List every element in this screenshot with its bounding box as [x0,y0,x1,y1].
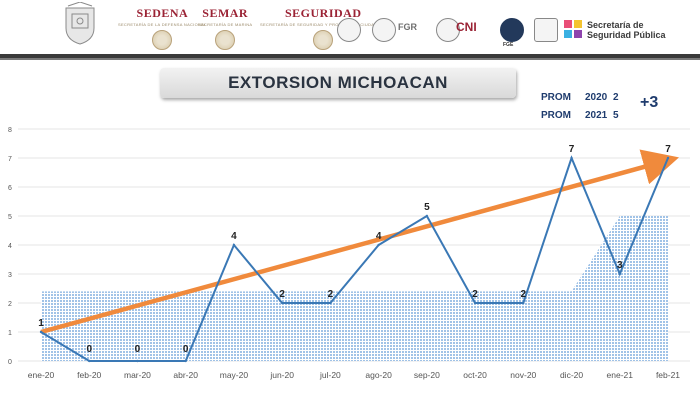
y-tick-label: 7 [8,156,12,163]
average-area [41,216,668,361]
data-label: 4 [376,231,382,242]
data-label: 7 [665,144,671,155]
series-point [232,243,236,247]
series-point [184,359,187,363]
x-tick-label: mar-20 [124,370,151,380]
semar-seal-icon [215,30,236,50]
chart-title-box: EXTORSION MICHOACAN [160,68,516,98]
y-tick-label: 4 [8,243,12,250]
data-label: 2 [279,289,285,300]
series-point [136,359,139,363]
prom-change-value: +3 [640,94,659,111]
series-point [329,301,332,305]
series-point [570,156,573,160]
header-divider-secondary [0,58,700,60]
data-label: 2 [472,289,478,300]
x-tick-label: ago-20 [365,370,392,380]
data-label: 2 [521,289,527,300]
y-tick-label: 2 [8,301,12,308]
x-tick-label: ene-20 [28,370,55,380]
y-tick-label: 0 [8,359,12,366]
x-tick-label: oct-20 [463,370,487,380]
x-tick-label: jun-20 [269,370,294,380]
data-label: 7 [569,144,575,155]
data-label: 0 [135,344,141,355]
data-label: 0 [86,344,92,355]
fge-shield-icon [500,18,524,42]
sedena-logo: SEDENA SECRETARÍA DE LA DEFENSA NACIONAL [118,6,207,50]
data-label-layer: 1 0 0 0 4 2 2 4 5 2 2 7 3 7 [38,144,671,355]
y-tick-label: 1 [8,330,12,337]
series-point [425,214,429,218]
fgr-seal-icon [372,18,396,42]
y-tick-label: 6 [8,185,12,192]
series-point [666,156,670,160]
data-label: 1 [38,318,44,329]
michoacan-emblem-icon [534,18,558,42]
series-point [88,359,91,363]
cni-label: CNI [456,20,477,34]
x-tick-label: sep-20 [414,370,440,380]
axis-layer: 0 1 2 3 4 5 6 7 8 ene-20 feb-20 mar-20 abr-20 may-20 j… [8,127,680,380]
x-tick-label: dic-20 [560,370,583,380]
y-tick-label: 3 [8,272,12,279]
x-tick-label: nov-20 [510,370,536,380]
state-emblem-icon [65,2,95,45]
series-point [473,301,477,305]
average-area-layer [41,216,668,361]
x-tick-label: jul-20 [319,370,341,380]
series-point [618,272,621,276]
sesp-colorful-icon [564,20,582,38]
prom-row-2021: PROM 2021 5 [541,110,619,121]
data-label: 4 [231,231,237,242]
x-tick-label: feb-21 [656,370,680,380]
header-divider [0,54,700,58]
sedena-seal-icon [152,30,173,50]
seguridad-seal-icon [313,30,334,50]
header-bar: SEDENA SECRETARÍA DE LA DEFENSA NACIONAL… [0,0,700,52]
cni-seal-icon [436,18,460,42]
series-line-layer [39,155,670,363]
chart-title: EXTORSION MICHOACAN [228,73,448,92]
y-tick-label: 5 [8,214,12,221]
fge-label: FGE [503,42,514,48]
semar-logo: SEMAR SECRETARÍA DE MARINA [198,6,252,50]
data-label: 3 [617,260,623,271]
x-tick-label: ene-21 [607,370,634,380]
series-point [377,243,380,247]
fgr-label: FGR [398,22,417,32]
seguridad-logo: SEGURIDAD SECRETARÍA DE SEGURIDAD Y PROT… [260,6,387,50]
y-tick-label: 8 [8,127,12,134]
data-label: 5 [424,202,430,213]
data-label: 0 [183,344,189,355]
x-tick-label: abr-20 [173,370,198,380]
x-tick-label: feb-20 [77,370,101,380]
series-point [280,301,284,305]
guardia-nacional-icon [337,18,361,42]
data-label: 2 [328,289,334,300]
prom-block: PROM 2020 2 PROM 2021 5 [541,89,619,125]
series-point [522,301,525,305]
series-line [40,155,669,362]
series-point [39,330,43,334]
prom-row-2020: PROM 2020 2 [541,92,619,103]
x-tick-label: may-20 [220,370,249,380]
sesp-label: Secretaría de Seguridad Pública [587,20,666,40]
